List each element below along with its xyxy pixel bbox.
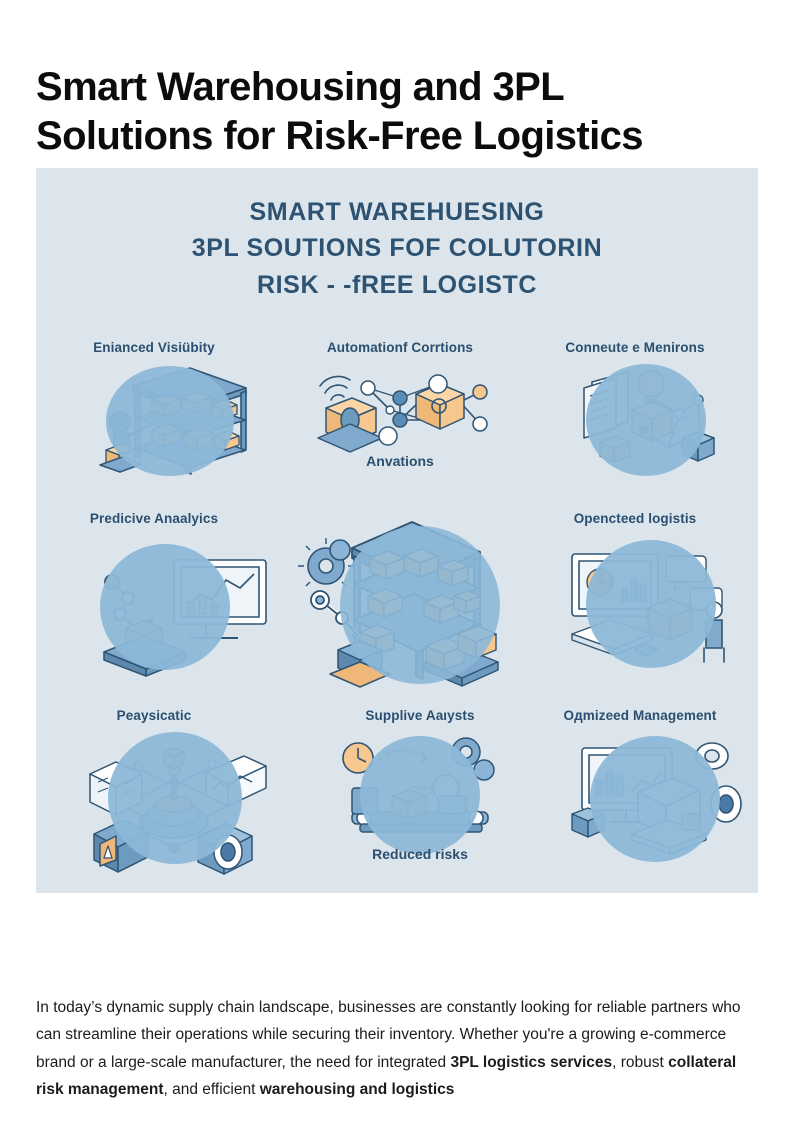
page-title: Smart Warehousing and 3PL Solutions for …: [36, 64, 644, 158]
body-segment: , and efficient: [163, 1081, 260, 1099]
warehouse-shelf-worker-icon: [78, 364, 268, 476]
body-segment: , robust: [612, 1053, 669, 1071]
infographic-heading: SMART WAREHUESING 3PL SOUTIONS FOF COLUT…: [36, 194, 758, 303]
infographic-heading-line-2: 3PL SOUTIONS FOF COLUTORIN: [191, 234, 603, 263]
infographic-heading-line-3: RISK - -fREE LOGISTC: [256, 270, 538, 299]
label-connected-environments: Conneute e Menirons: [565, 340, 705, 355]
infographic-panel: SMART WAREHUESING 3PL SOUTIONS FOF COLUT…: [36, 168, 758, 893]
label-supply-analysis: Supplive Aaıysts: [365, 708, 475, 723]
sublabel-innovations: Anvations: [366, 453, 434, 469]
devices-charts-management-icon: [554, 730, 750, 870]
body-segment-bold: collateral risk management: [36, 1053, 737, 1099]
central-warehouse-robot-arm-icon: [294, 510, 514, 700]
sublabel-reduced-risks: Reduced risks: [372, 846, 468, 862]
conveyor-gears-magnifier-icon: [326, 730, 516, 862]
documents-lightbulb-network-icon: [548, 360, 738, 478]
label-optimized-management: Oдmizeed Management: [563, 708, 717, 723]
label-physical-tactic: Peaysicatic: [116, 708, 192, 723]
monitor-dashboard-operator-icon: [548, 536, 744, 676]
infographic-heading-line-1: SMART WAREHUESING: [249, 198, 545, 226]
label-operated-logistics: Opencteed logistis: [573, 511, 697, 526]
label-automation-solutions: Automationf Corrtions: [326, 340, 474, 355]
isometric-hub-network-icon: [76, 730, 272, 875]
body-segment: In today’s dynamic supply chain landscap…: [36, 998, 741, 1071]
label-enhanced-visibility: Enianced Visiübity: [93, 340, 215, 355]
robot-arm-analytics-screen-icon: [78, 536, 278, 677]
iot-network-nodes-icon: [308, 358, 498, 458]
body-segment-bold: warehousing and logistics: [259, 1081, 455, 1099]
body-segment-bold: 3PL logistics services: [450, 1053, 613, 1071]
body-paragraph: In today’s dynamic supply chain landscap…: [36, 994, 762, 1104]
label-predictive-analytics: Predicive Anaalyics: [89, 511, 219, 526]
